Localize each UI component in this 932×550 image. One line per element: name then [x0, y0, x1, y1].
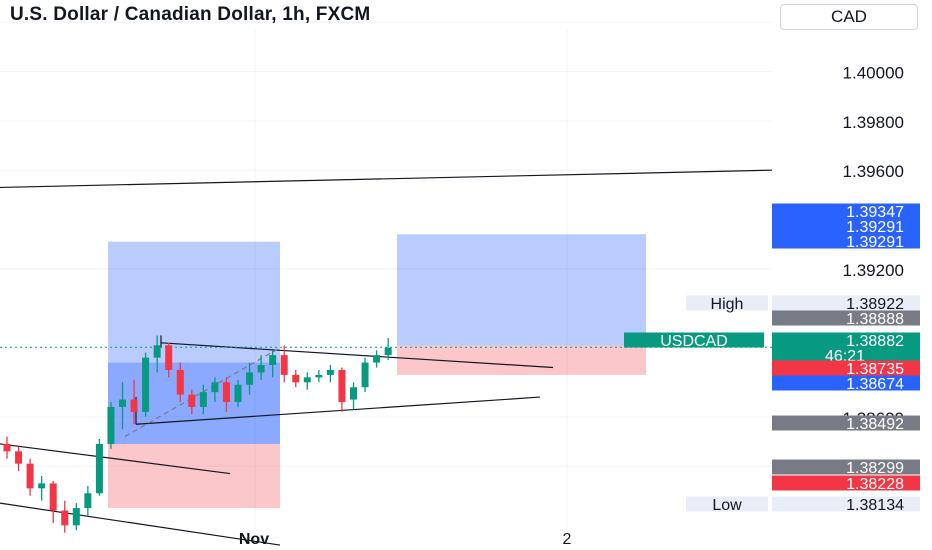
- candle-body: [130, 399, 138, 412]
- candle-body: [373, 355, 381, 363]
- candle-body: [280, 355, 288, 375]
- trend-line: [0, 443, 231, 475]
- candle-body: [199, 392, 207, 407]
- price-label-value: 1.39291: [846, 234, 904, 251]
- price-label-tag: [686, 295, 768, 311]
- candle-body: [3, 443, 11, 452]
- price-label-value: 1.38888: [846, 311, 904, 328]
- price-label-badge: [772, 218, 920, 234]
- price-label-badge: [772, 496, 920, 512]
- price-label-value: 1.39291: [846, 219, 904, 236]
- candle-body: [326, 369, 334, 375]
- candle-body: [142, 357, 150, 412]
- price-label-value: 1.39347: [846, 204, 904, 221]
- price-label-badge: [772, 475, 920, 491]
- price-label-name: USDCAD: [660, 333, 728, 350]
- time-axis-label: 2: [563, 531, 572, 548]
- candle-body: [303, 377, 311, 383]
- candle-body: [350, 387, 357, 400]
- candle-body: [95, 443, 103, 494]
- stop-zone: [108, 443, 280, 509]
- chart-title: U.S. Dollar / Canadian Dollar, 1h, FXCM: [10, 4, 371, 25]
- candle-body: [165, 345, 173, 370]
- price-label-badge: [772, 375, 920, 391]
- candle-body: [234, 384, 242, 403]
- price-label-value: 1.38228: [846, 476, 904, 493]
- dashed-channel-line: [124, 347, 281, 438]
- price-label-badge: [772, 415, 920, 431]
- candle-body: [269, 355, 277, 366]
- candle-body: [211, 382, 219, 393]
- price-label-value: 1.38674: [846, 376, 904, 393]
- price-label-tag: [624, 332, 764, 348]
- time-axis-label: Nov: [239, 531, 269, 548]
- candle-body: [26, 463, 34, 489]
- candle-body: [246, 372, 254, 385]
- target-zone: [397, 234, 646, 346]
- price-label-badge: [772, 295, 920, 311]
- price-label-name: Low: [712, 497, 742, 514]
- candle-body: [38, 483, 46, 489]
- candle-body: [292, 374, 300, 383]
- candle-body: [315, 374, 323, 378]
- price-label-badge: [772, 459, 920, 475]
- candle-body: [222, 382, 230, 403]
- price-label-badge: [772, 310, 920, 326]
- price-label-badge: [772, 332, 920, 363]
- price-tick-label: 1.39200: [843, 261, 904, 280]
- price-label-value: 1.38299: [846, 460, 904, 477]
- candle-body: [188, 394, 196, 407]
- price-label-badge: [772, 233, 920, 249]
- price-label-tag: [686, 496, 768, 512]
- price-label-value: 1.38134: [846, 497, 904, 514]
- price-label-badge: [772, 203, 920, 219]
- candle-body: [176, 369, 184, 395]
- candle-body: [361, 362, 369, 388]
- target-zone: [108, 241, 280, 363]
- candle-body: [107, 406, 115, 444]
- trend-line: [0, 502, 281, 546]
- candle-body: [153, 345, 161, 358]
- price-tick-label: 1.39600: [843, 162, 904, 181]
- price-tick-label: 1.40000: [843, 64, 904, 83]
- trend-line: [135, 396, 541, 425]
- candle-body: [15, 451, 23, 464]
- candle-body: [61, 510, 69, 526]
- price-tick-label: 1.39800: [843, 113, 904, 132]
- price-label-badge: [772, 360, 920, 376]
- price-label-value: 1.38882: [846, 333, 904, 350]
- price-label-value: 1.38492: [846, 416, 904, 433]
- candle-body: [84, 493, 92, 509]
- trend-line: [0, 169, 773, 189]
- candle-body: [257, 365, 265, 373]
- candle-body: [119, 399, 126, 407]
- candle-body: [72, 508, 80, 526]
- candle-body: [49, 483, 57, 511]
- currency-selector[interactable]: CAD: [780, 4, 918, 30]
- price-label-name: High: [711, 296, 744, 313]
- price-label-value: 1.38735: [846, 361, 904, 378]
- price-label-value: 1.38922: [846, 296, 904, 313]
- candle-body: [338, 369, 346, 403]
- candle-body: [384, 347, 392, 356]
- price-axis-background: [772, 0, 932, 550]
